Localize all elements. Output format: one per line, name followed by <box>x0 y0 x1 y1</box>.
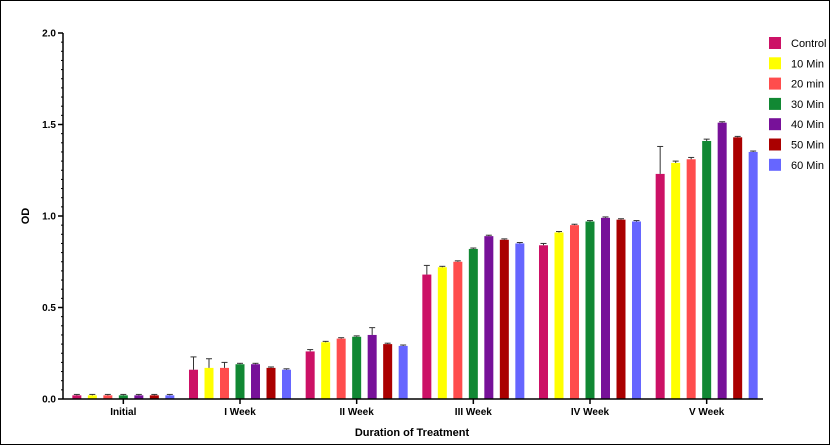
bar <box>554 232 564 399</box>
legend-swatch <box>769 97 781 110</box>
legend-label: 60 Min <box>791 160 824 172</box>
bar <box>484 236 494 399</box>
bar <box>149 395 159 399</box>
bar <box>539 245 548 399</box>
bar <box>321 342 331 399</box>
bar <box>282 369 291 399</box>
bar <box>352 336 362 399</box>
bar <box>748 151 758 399</box>
bars-group <box>72 121 758 400</box>
bar <box>632 221 641 399</box>
legend-swatch <box>769 138 781 151</box>
legend-label: 50 Min <box>791 140 824 152</box>
bar <box>165 395 175 399</box>
bar <box>655 173 665 399</box>
bar <box>103 395 113 399</box>
bar <box>266 367 276 399</box>
bar <box>437 267 447 399</box>
bar <box>585 221 595 399</box>
bar <box>686 159 696 399</box>
bar <box>235 364 245 399</box>
bar <box>72 395 82 399</box>
bar <box>702 140 712 399</box>
y-tick-label: 0.0 <box>42 395 56 406</box>
bar <box>570 225 579 399</box>
legend-label: 20 min <box>791 79 824 91</box>
bar <box>422 274 432 399</box>
legend-label: 10 Min <box>791 58 824 70</box>
bar <box>87 395 97 399</box>
bar <box>220 367 229 399</box>
x-tick-label: V Week <box>689 407 725 418</box>
bar <box>251 364 260 399</box>
bar <box>468 248 478 399</box>
bar <box>717 122 727 400</box>
y-tick-label: 0.5 <box>42 303 56 314</box>
legend-label: 30 Min <box>791 99 824 111</box>
legend-swatch <box>769 158 781 171</box>
bar <box>398 345 408 399</box>
x-tick-label: IV Week <box>571 407 610 418</box>
y-tick-label: 1.0 <box>42 212 56 223</box>
bar <box>671 162 681 399</box>
bar <box>118 395 128 399</box>
bar <box>453 261 463 399</box>
x-tick-label: Initial <box>110 407 136 418</box>
bar <box>616 219 626 399</box>
x-axis: Initial I Week II Week III Week IV Week V Wee… <box>63 398 763 418</box>
y-tick-label: 1.5 <box>42 120 56 131</box>
x-tick-label: II Week <box>340 407 375 418</box>
bar <box>134 395 144 399</box>
legend-swatch <box>769 37 781 49</box>
bar <box>733 137 743 399</box>
legend-swatch <box>769 77 781 90</box>
legend-label: Control <box>791 38 826 50</box>
bar <box>204 367 214 399</box>
y-axis: 0.0 0.5 1.0 1.5 2.0 <box>42 29 64 406</box>
y-axis-title: OD <box>20 208 32 225</box>
y-tick-label: 2.0 <box>42 29 56 40</box>
x-axis-title: Duration of Treatment <box>355 427 470 439</box>
bar <box>367 334 377 399</box>
legend-label: 40 Min <box>791 119 824 131</box>
legend-swatch <box>769 118 781 131</box>
bar <box>336 338 346 399</box>
bar <box>383 344 393 399</box>
bar <box>515 243 525 399</box>
bar <box>305 351 315 399</box>
bar <box>601 217 610 399</box>
x-tick-label: III Week <box>455 407 492 418</box>
bar <box>189 369 198 399</box>
x-tick-label: I Week <box>224 407 256 418</box>
bar <box>499 239 509 399</box>
legend: Control 10 Min 20 min 30 Min 40 Min 50 Min 60 … <box>769 37 826 172</box>
legend-swatch <box>769 57 781 70</box>
